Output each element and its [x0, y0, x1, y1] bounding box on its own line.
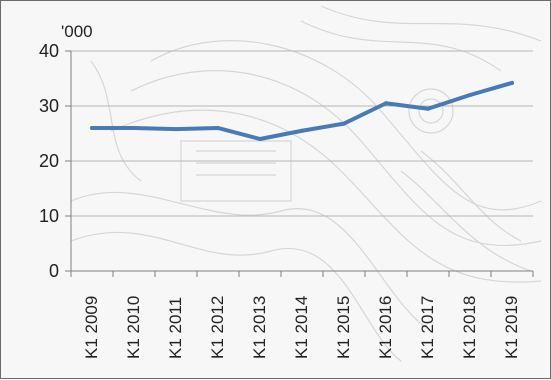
data-point: [174, 127, 178, 132]
x-tick-label: K1 2012: [208, 295, 227, 359]
data-point: [510, 80, 514, 85]
series-layer: [90, 80, 514, 141]
x-tick-label: K1 2019: [502, 295, 521, 359]
data-point: [426, 106, 430, 111]
x-tick-label: K1 2017: [418, 295, 437, 359]
x-tick-label: K1 2013: [250, 295, 269, 359]
gridlines: [71, 50, 533, 217]
y-tick-label: 20: [38, 151, 59, 171]
x-tick-label: K1 2014: [292, 295, 311, 359]
x-tick-label: K1 2009: [82, 295, 101, 359]
x-tick-label: K1 2016: [376, 295, 395, 359]
data-point: [216, 126, 220, 130]
y-tick-label: 40: [38, 41, 59, 61]
x-tick-label: K1 2011: [166, 296, 185, 359]
axes: [65, 50, 534, 277]
data-point: [90, 126, 94, 130]
data-point: [132, 126, 136, 130]
data-point: [300, 128, 304, 133]
x-tick-label: K1 2015: [334, 295, 353, 359]
x-tick-label: K1 2010: [124, 295, 143, 359]
unit-label: '000: [61, 22, 93, 41]
data-point: [342, 121, 346, 126]
x-tick-label: K1 2018: [460, 295, 479, 359]
y-tick-label: 10: [38, 206, 59, 226]
data-point: [258, 137, 262, 141]
y-tick-label: 30: [38, 96, 59, 116]
y-tick-label: 0: [48, 261, 59, 281]
data-point: [468, 93, 472, 97]
data-point: [384, 101, 388, 106]
